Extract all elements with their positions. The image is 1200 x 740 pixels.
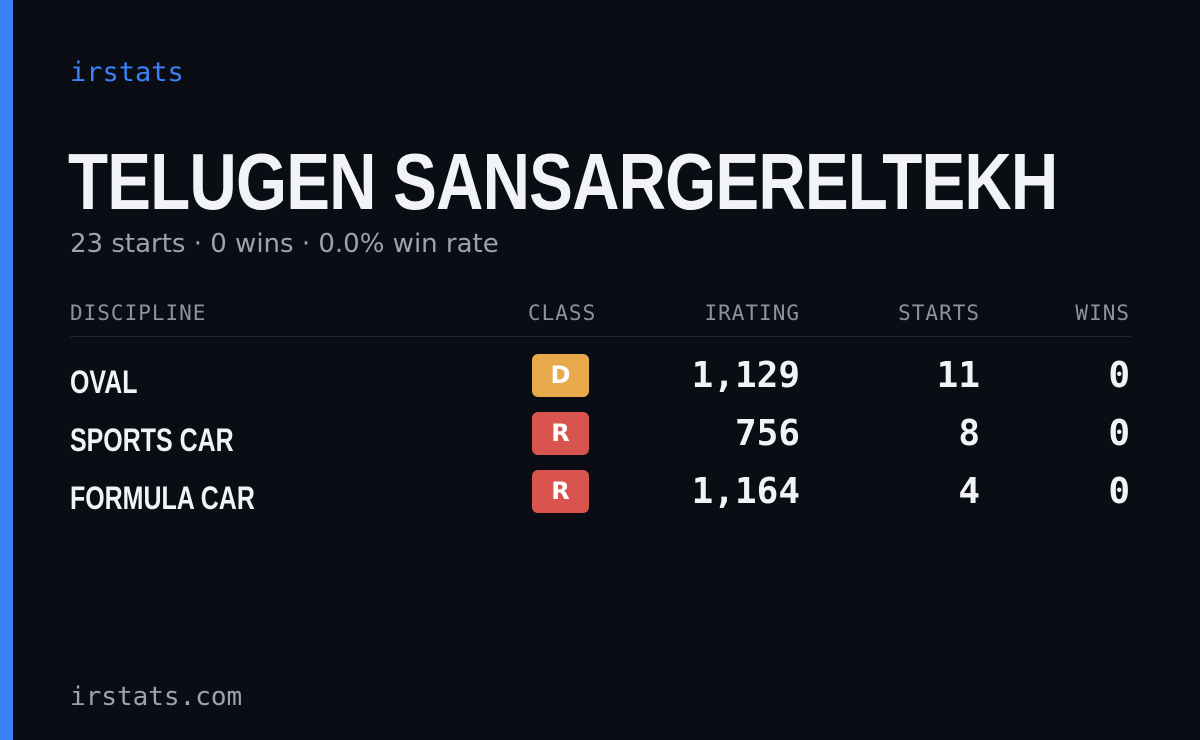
column-header-wins: WINS (1075, 301, 1130, 325)
wins-value: 0 (1108, 355, 1130, 396)
discipline-name: SPORTS CAR (70, 422, 234, 458)
column-header-discipline: DISCIPLINE (70, 301, 207, 325)
column-header-irating: IRATING (704, 301, 800, 325)
wins-value: 0 (1108, 413, 1130, 454)
irating-value: 756 (734, 413, 800, 454)
license-class-badge: R (532, 412, 589, 455)
accent-bar (0, 0, 13, 740)
driver-name: TELUGEN SANSARGERELTEKH (68, 137, 1058, 226)
wins-value: 0 (1108, 471, 1130, 512)
table-header: DISCIPLINE CLASS IRATING STARTS WINS (70, 296, 1131, 337)
site-url: irstats.com (70, 682, 243, 712)
license-class-badge: R (532, 470, 589, 513)
table-row: FORMULA CAR R 1,164 4 0 (70, 468, 1131, 526)
stats-summary: 23 starts · 0 wins · 0.0% win rate (70, 229, 499, 259)
column-header-starts: STARTS (898, 301, 980, 325)
license-class-badge: D (532, 354, 589, 397)
discipline-name: OVAL (70, 364, 138, 400)
table-row: SPORTS CAR R 756 8 0 (70, 410, 1131, 468)
table-row: OVAL D 1,129 11 0 (70, 352, 1131, 410)
discipline-name: FORMULA CAR (70, 480, 255, 516)
irating-value: 1,129 (691, 355, 800, 396)
column-header-class: CLASS (528, 301, 597, 325)
starts-value: 4 (958, 471, 980, 512)
irating-value: 1,164 (691, 471, 800, 512)
brand-logo-text: irstats (70, 57, 184, 88)
discipline-table: DISCIPLINE CLASS IRATING STARTS WINS OVA… (70, 296, 1131, 516)
starts-value: 11 (936, 355, 980, 396)
starts-value: 8 (958, 413, 980, 454)
